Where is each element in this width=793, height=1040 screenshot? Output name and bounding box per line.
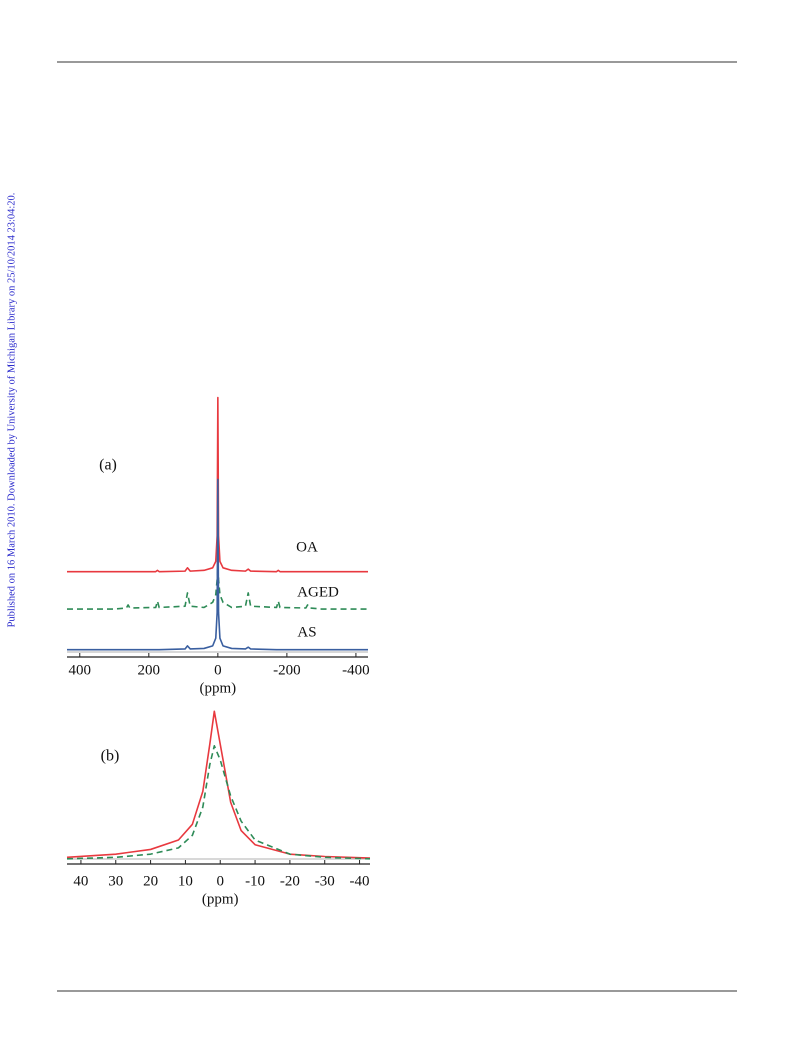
x-tick-label: -200: [273, 662, 301, 678]
spectrum-line: [67, 565, 368, 610]
spectrum-line: [67, 478, 368, 651]
x-tick-label: -40: [350, 873, 370, 889]
series-label: AS: [297, 624, 316, 640]
series-label: AGED: [297, 584, 339, 600]
x-axis-label: (ppm): [202, 891, 239, 907]
spectrum-line: [67, 396, 368, 573]
series-label: OA: [296, 539, 318, 555]
panel-label: (a): [99, 457, 117, 474]
x-tick-label: 40: [73, 873, 88, 889]
download-note: Published on 16 March 2010. Downloaded b…: [6, 193, 17, 628]
x-tick-label: -10: [245, 873, 265, 889]
panel-label: (b): [101, 748, 120, 765]
x-tick-label: -20: [280, 873, 300, 889]
x-tick-label: 10: [178, 873, 193, 889]
x-tick-label: 400: [69, 662, 92, 678]
spectrum-line: [66, 745, 371, 860]
x-tick-label: 0: [216, 873, 224, 889]
x-tick-label: 0: [214, 662, 222, 678]
spectrum-line: [66, 710, 371, 859]
x-tick-label: 30: [108, 873, 123, 889]
x-tick-label: -30: [315, 873, 335, 889]
x-tick-label: -400: [342, 662, 370, 678]
x-tick-label: 200: [138, 662, 161, 678]
x-tick-label: 20: [143, 873, 158, 889]
x-axis-label: (ppm): [200, 680, 237, 696]
